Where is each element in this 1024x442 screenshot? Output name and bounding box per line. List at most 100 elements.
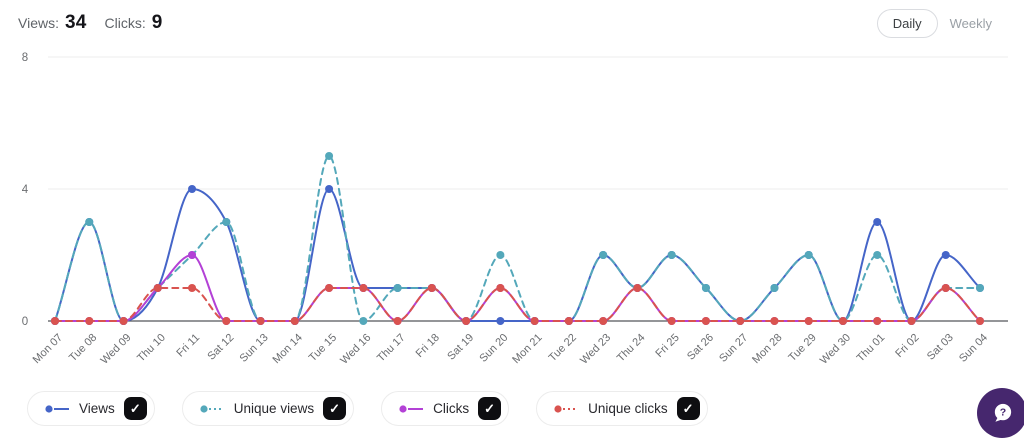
data-point-unique-views[interactable] xyxy=(667,251,676,259)
data-point-unique-clicks[interactable] xyxy=(976,317,984,325)
data-point-unique-clicks[interactable] xyxy=(496,284,505,292)
data-point-unique-clicks[interactable] xyxy=(564,317,573,325)
solid-series-swatch-icon xyxy=(399,404,424,413)
data-point-unique-views[interactable] xyxy=(393,284,402,292)
data-point-unique-clicks[interactable] xyxy=(462,317,471,325)
legend-item-views[interactable]: Views ✓ xyxy=(27,391,155,426)
svg-text:?: ? xyxy=(999,406,1005,418)
data-point-unique-views[interactable] xyxy=(873,251,882,259)
data-point-unique-clicks[interactable] xyxy=(393,317,402,325)
y-tick-label: 8 xyxy=(22,52,28,64)
data-point-unique-clicks[interactable] xyxy=(85,317,94,325)
weekly-button[interactable]: Weekly xyxy=(948,10,994,37)
x-tick-label: Sat 03 xyxy=(925,332,956,363)
views-label: Views: xyxy=(18,15,59,31)
legend-label: Unique clicks xyxy=(588,401,668,416)
x-tick-label: Tue 08 xyxy=(67,332,99,364)
clicks-label: Clicks: xyxy=(104,15,146,31)
data-point-views[interactable] xyxy=(188,185,197,193)
x-tick-label: Tue 29 xyxy=(786,332,818,364)
question-chat-bubble-icon: ? xyxy=(994,403,1011,422)
data-point-views[interactable] xyxy=(496,317,505,325)
legend-checkbox-checked[interactable]: ✓ xyxy=(676,397,700,420)
data-point-views[interactable] xyxy=(941,251,950,259)
x-tick-label: Sat 12 xyxy=(205,332,236,363)
x-tick-label: Tue 15 xyxy=(307,332,339,364)
data-point-unique-clicks[interactable] xyxy=(290,317,299,325)
data-point-unique-clicks[interactable] xyxy=(222,317,231,325)
x-tick-label: Fri 25 xyxy=(653,332,681,360)
legend-item-clicks[interactable]: Clicks ✓ xyxy=(381,391,510,426)
series-line-unique-clicks xyxy=(54,286,981,323)
data-point-unique-clicks[interactable] xyxy=(838,317,847,325)
y-tick-label: 0 xyxy=(22,316,28,328)
legend-checkbox-checked[interactable]: ✓ xyxy=(123,397,147,420)
data-point-unique-views[interactable] xyxy=(976,284,984,292)
data-point-unique-clicks[interactable] xyxy=(188,284,197,292)
data-point-unique-clicks[interactable] xyxy=(907,317,916,325)
x-tick-label: Mon 07 xyxy=(31,332,65,366)
data-point-unique-views[interactable] xyxy=(496,251,505,259)
x-tick-label: Mon 21 xyxy=(510,332,544,366)
data-point-unique-clicks[interactable] xyxy=(427,284,436,292)
legend-checkbox-checked[interactable]: ✓ xyxy=(478,397,502,420)
data-point-unique-clicks[interactable] xyxy=(256,317,265,325)
daily-button[interactable]: Daily xyxy=(876,8,938,38)
data-point-unique-clicks[interactable] xyxy=(941,284,950,292)
data-point-unique-views[interactable] xyxy=(222,218,231,226)
x-tick-label: Tue 22 xyxy=(547,332,579,364)
legend-item-unique-views[interactable]: Unique views ✓ xyxy=(181,391,355,426)
data-point-views[interactable] xyxy=(873,218,882,226)
clicks-value: 9 xyxy=(151,12,163,33)
legend-item-unique-clicks[interactable]: Unique clicks ✓ xyxy=(536,391,708,426)
help-button[interactable]: ? xyxy=(977,388,1024,438)
data-point-unique-clicks[interactable] xyxy=(701,317,710,325)
data-point-unique-views[interactable] xyxy=(804,251,813,259)
data-point-unique-views[interactable] xyxy=(85,218,94,226)
data-point-unique-clicks[interactable] xyxy=(633,284,642,292)
data-point-unique-clicks[interactable] xyxy=(770,317,779,325)
x-tick-label: Thu 24 xyxy=(615,332,648,365)
x-tick-label: Thu 17 xyxy=(375,332,408,365)
x-tick-label: Sat 19 xyxy=(445,332,476,363)
x-tick-label: Fri 02 xyxy=(893,332,921,360)
x-tick-label: Sun 13 xyxy=(238,332,271,365)
legend-checkbox-checked[interactable]: ✓ xyxy=(323,397,347,420)
legend-label: Unique views xyxy=(233,401,315,416)
data-point-unique-clicks[interactable] xyxy=(325,284,334,292)
data-point-unique-clicks[interactable] xyxy=(667,317,676,325)
data-point-unique-clicks[interactable] xyxy=(530,317,539,325)
y-tick-label: 4 xyxy=(22,184,29,196)
series-line-unique-views xyxy=(54,154,981,323)
header: Views: 34 Clicks: 9 Daily Weekly xyxy=(0,0,1024,40)
data-point-unique-views[interactable] xyxy=(770,284,779,292)
data-point-unique-clicks[interactable] xyxy=(51,317,59,325)
interval-toggle: Daily Weekly xyxy=(876,8,994,38)
chart-legend: Views ✓ Unique views ✓ Clicks ✓ Unique clicks ✓ xyxy=(27,391,708,426)
legend-label: Clicks xyxy=(433,401,470,416)
data-point-unique-clicks[interactable] xyxy=(873,317,882,325)
x-tick-label: Sun 20 xyxy=(477,332,510,365)
dashed-series-swatch-icon xyxy=(554,404,579,413)
x-tick-label: Mon 28 xyxy=(750,332,784,366)
data-point-clicks[interactable] xyxy=(188,251,197,259)
views-value: 34 xyxy=(64,12,87,33)
x-tick-label: Wed 23 xyxy=(578,332,613,367)
x-tick-label: Wed 16 xyxy=(338,332,373,367)
solid-series-swatch-icon xyxy=(45,404,69,413)
x-tick-label: Sat 26 xyxy=(685,332,716,363)
data-point-unique-clicks[interactable] xyxy=(153,284,162,292)
data-point-unique-clicks[interactable] xyxy=(804,317,813,325)
data-point-unique-views[interactable] xyxy=(359,317,368,325)
data-point-unique-clicks[interactable] xyxy=(119,317,128,325)
data-point-unique-clicks[interactable] xyxy=(599,317,608,325)
data-point-unique-views[interactable] xyxy=(325,152,334,160)
x-tick-label: Thu 01 xyxy=(855,332,888,365)
data-point-unique-views[interactable] xyxy=(599,251,608,259)
data-point-unique-clicks[interactable] xyxy=(359,284,368,292)
data-point-unique-clicks[interactable] xyxy=(736,317,745,325)
x-tick-label: Thu 10 xyxy=(135,332,168,365)
data-point-unique-views[interactable] xyxy=(701,284,710,292)
data-point-views[interactable] xyxy=(325,185,334,193)
